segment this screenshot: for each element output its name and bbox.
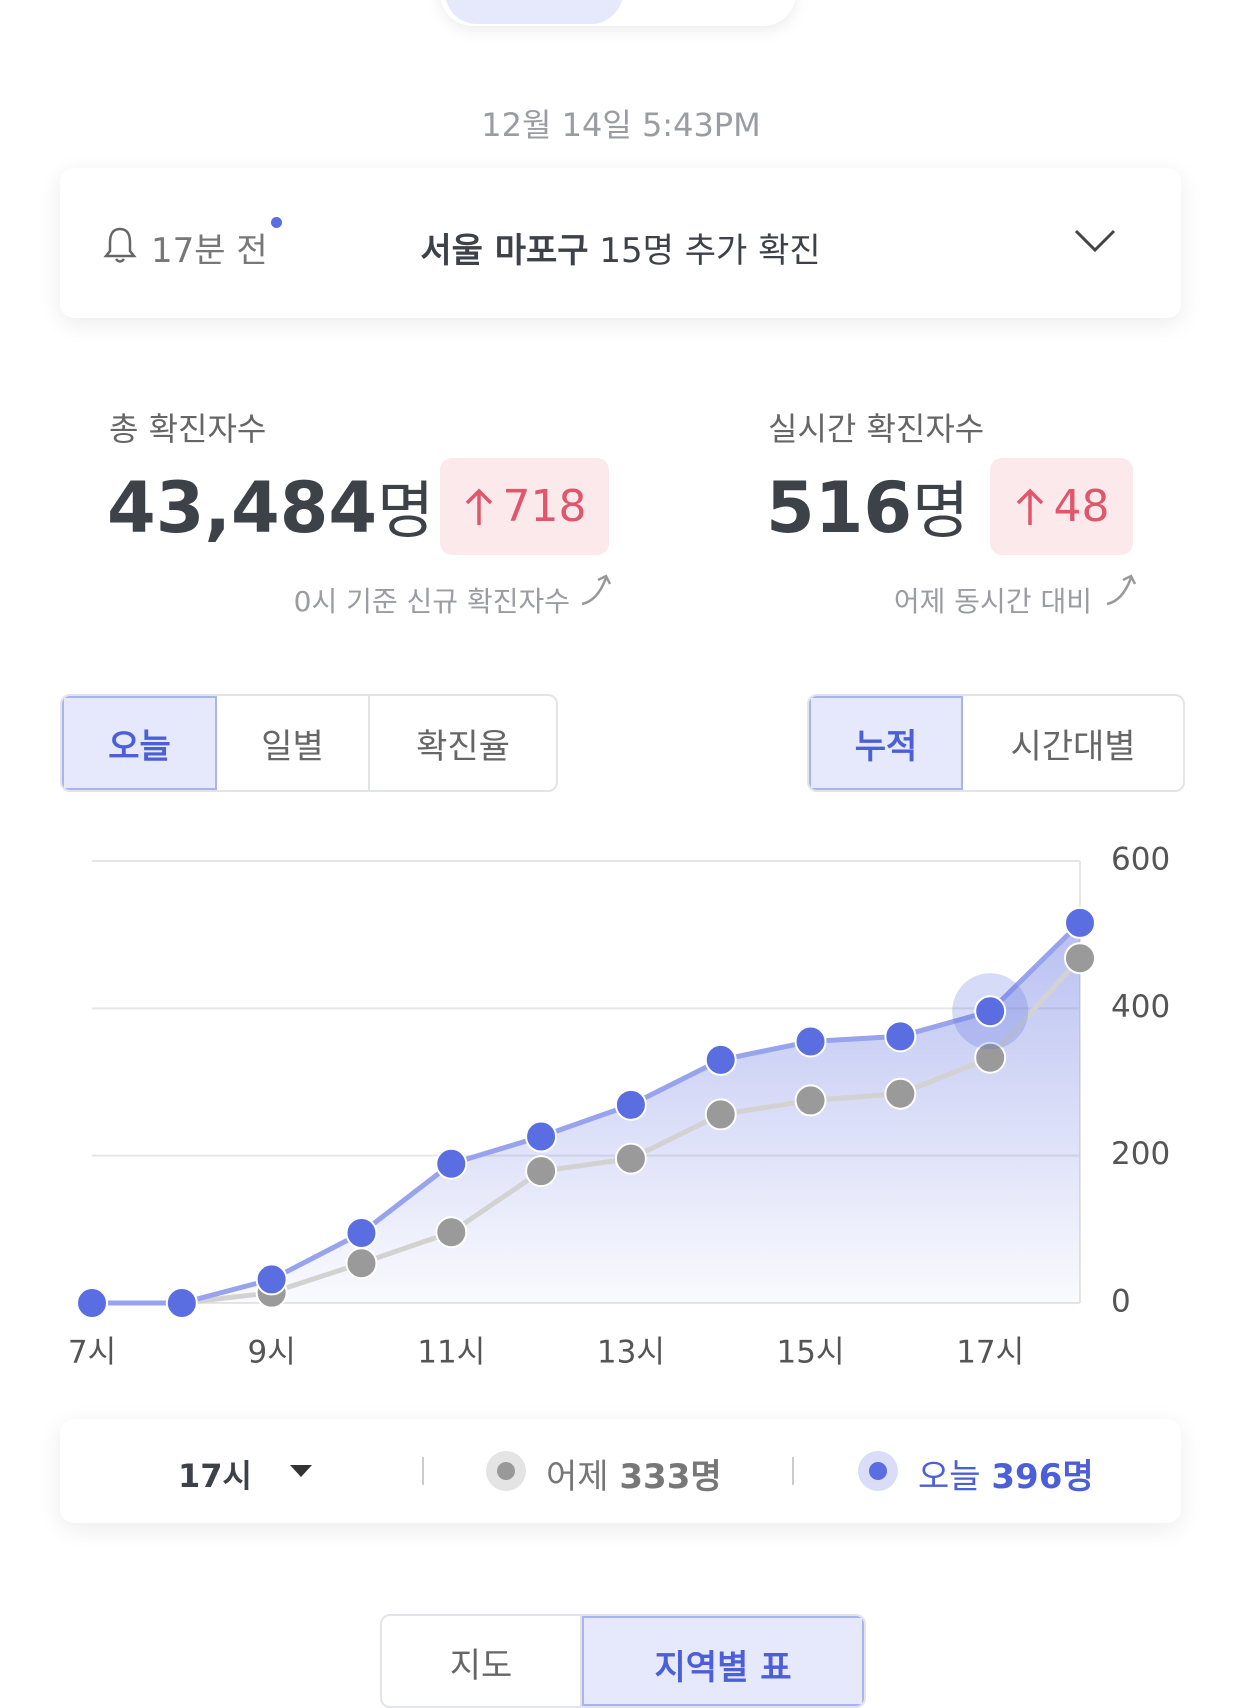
point (435, 1147, 468, 1180)
new-dot (271, 217, 282, 228)
up-arrow (465, 488, 492, 525)
mode-tabs: 누적 시간대별 (807, 694, 1185, 792)
area (92, 922, 1080, 1303)
divider (792, 1457, 794, 1485)
page: {"timestamp": "12월 14일 5:43PM", "notific… (60, 0, 1185, 1708)
stat-value: 43,484명 (107, 466, 434, 553)
yesterday-value: 333명 (619, 1457, 722, 1497)
note-arrow (581, 574, 612, 606)
yesterday-summary: 어제 333명 (546, 1449, 722, 1498)
screen: 12월 14일 5:43PM 17분 전 서울 마포구 15명 추가 확진 총 … (60, 0, 1185, 1708)
divider (422, 1457, 424, 1485)
point (884, 1020, 917, 1053)
x-tick-label: 9시 (248, 1335, 296, 1371)
x-tick-label: 7시 (68, 1335, 116, 1371)
point (884, 1077, 917, 1110)
stat-change-value: 48 (1053, 481, 1110, 532)
view-tabs: 오늘 일별 확진율 (60, 694, 558, 792)
bottom-tabs: 지도 지역별 표 (380, 1614, 866, 1708)
y-tick-label: 200 (1111, 1136, 1170, 1172)
tab[interactable]: 오늘 (62, 696, 217, 790)
tab[interactable]: 일별 (217, 696, 370, 790)
point (794, 1084, 827, 1117)
point (165, 1287, 198, 1319)
tab[interactable]: 지도 (382, 1616, 582, 1706)
hour-select[interactable]: 17시 (178, 1457, 252, 1495)
point (76, 1287, 108, 1319)
x-tick-label: 11시 (417, 1335, 485, 1371)
y-tick-label: 0 (1111, 1284, 1131, 1320)
stat-number: 516 (766, 467, 913, 549)
stat-note: 어제 동시간 대비 (893, 585, 1092, 618)
point (525, 1155, 558, 1188)
today-summary: 오늘 396명 (918, 1449, 1094, 1498)
note-arrow (1106, 574, 1137, 606)
tab[interactable]: 누적 (809, 696, 963, 790)
legend-label: 어제 (546, 1457, 609, 1497)
chevron-down[interactable] (1074, 228, 1116, 254)
yesterday-dot (486, 1451, 526, 1491)
stat-label: 실시간 확진자수 (768, 410, 985, 448)
point (345, 1217, 378, 1250)
notification-text: 15명 추가 확진 (599, 231, 821, 271)
point (435, 1216, 468, 1249)
selection-panel: 17시 어제 333명 오늘 396명 (60, 1419, 1181, 1523)
notification-card[interactable]: 17분 전 서울 마포구 15명 추가 확진 (60, 168, 1181, 318)
tab[interactable]: 확진율 (416, 726, 510, 767)
point (704, 1098, 737, 1131)
point (255, 1263, 288, 1296)
timestamp: 12월 14일 5:43PM (481, 106, 761, 144)
point (1064, 906, 1096, 939)
today-dot (858, 1451, 898, 1491)
stat-unit: 명 (377, 474, 435, 547)
legend-label: 오늘 (918, 1457, 981, 1497)
stat-change: 718 (440, 458, 609, 555)
point (614, 1088, 647, 1121)
up-arrow (1016, 488, 1043, 525)
tab[interactable]: 지역별 표 (582, 1616, 864, 1706)
stat-change: 48 (990, 458, 1133, 555)
bell-icon (103, 227, 137, 263)
top-tab-active[interactable] (445, 0, 623, 24)
today-value: 396명 (991, 1457, 1094, 1497)
x-tick-label: 15시 (777, 1335, 845, 1371)
chart: 0 200 400 600 7시 9시 11시 13시 15시 17시 (68, 842, 1170, 1371)
stat-change-value: 718 (502, 481, 587, 532)
notification-location: 서울 마포구 (420, 231, 589, 271)
x-tick-label: 17시 (956, 1335, 1024, 1371)
point (794, 1025, 827, 1058)
point (614, 1142, 647, 1175)
point (974, 995, 1007, 1028)
stat-number: 43,484 (107, 467, 378, 549)
x-tick-label: 13시 (597, 1335, 665, 1371)
stat-label: 총 확진자수 (109, 410, 267, 448)
stat-value: 516명 (766, 466, 969, 553)
point (525, 1120, 558, 1153)
y-tick-label: 600 (1111, 842, 1170, 878)
point (345, 1247, 378, 1280)
stat-unit: 명 (912, 474, 970, 547)
point (974, 1041, 1007, 1074)
stat-note: 0시 기준 신규 확진자수 (293, 585, 570, 618)
tab[interactable]: 시간대별 (1010, 726, 1136, 767)
point (1064, 942, 1096, 975)
point (704, 1043, 737, 1076)
y-tick-label: 400 (1111, 989, 1170, 1025)
notification-message: 서울 마포구 15명 추가 확진 (60, 223, 1181, 272)
notification-time: 17분 전 (151, 231, 268, 271)
dropdown-caret[interactable] (288, 1463, 314, 1479)
